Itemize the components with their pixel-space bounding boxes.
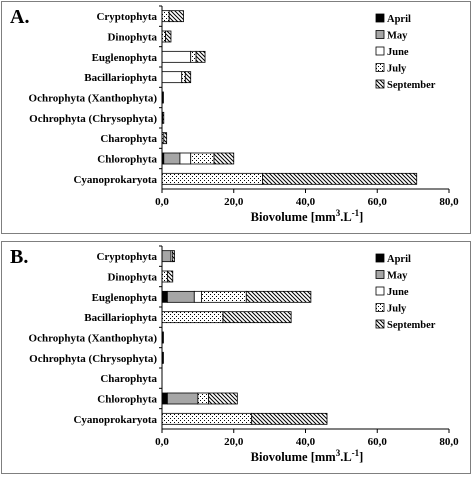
legend-label-april: April <box>387 254 411 265</box>
bar-chlorophyta-september <box>213 152 235 165</box>
legend-label-june: June <box>387 287 409 298</box>
category-label-chlorophyta: Chlorophyta <box>97 394 157 406</box>
legend-label-april: April <box>387 14 411 25</box>
bar-chlorophyta-june <box>179 152 192 165</box>
bar-cryptophyta-july <box>161 10 170 23</box>
category-label-ochrophyta-chrysophyta: Ochrophyta (Chrysophyta) <box>29 113 157 125</box>
legend-label-may: May <box>387 31 408 42</box>
category-label-chlorophyta: Chlorophyta <box>97 154 157 166</box>
x-tick-label: 40,0 <box>296 436 316 448</box>
chart-panel-a: A. Cryptophyta Dinophyta Euglenophyta Bacil… <box>1 1 471 234</box>
bar-cyanoprokaryota-july <box>161 412 253 425</box>
bar-chlorophyta-july <box>190 152 215 165</box>
bar-cyanoprokaryota-september <box>251 412 328 425</box>
bar-euglenophyta-september <box>195 50 206 63</box>
legend-label-june: June <box>387 47 409 58</box>
x-tick-label: 20,0 <box>224 196 244 208</box>
category-label-cyanoprokaryota: Cyanoprokaryota <box>73 174 157 186</box>
legend-label-july: July <box>387 64 407 75</box>
legend-swatch-september <box>375 79 385 89</box>
legend-swatch-june <box>375 286 385 296</box>
x-tick-label: 0,0 <box>155 436 169 448</box>
legend-label-september: September <box>387 320 436 331</box>
legend-label-may: May <box>387 271 408 282</box>
category-label-euglenophyta: Euglenophyta <box>92 292 158 304</box>
category-label-cyanoprokaryota: Cyanoprokaryota <box>73 414 157 426</box>
x-tick-label: 0,0 <box>155 196 169 208</box>
bar-bacillariophyta-september <box>184 71 192 84</box>
panel-letter: B. <box>10 246 29 268</box>
legend-swatch-july <box>375 63 385 72</box>
category-label-bacillariophyta: Bacillariophyta <box>84 72 157 84</box>
x-axis-title: Biovolume [mm3.L-1] <box>251 208 364 224</box>
category-label-ochrophyta-chrysophyta: Ochrophyta (Chrysophyta) <box>29 353 157 365</box>
bar-bacillariophyta-july <box>181 71 186 84</box>
category-label-bacillariophyta: Bacillariophyta <box>84 312 157 324</box>
bar-cyanoprokaryota-july <box>161 172 263 185</box>
chart-panel-b: B. Cryptophyta Dinophyta Euglenophyta Bacil… <box>1 241 471 474</box>
bar-chlorophyta-july <box>197 392 210 405</box>
bar-chlorophyta-may <box>166 392 199 405</box>
category-label-ochrophyta-xanthophyta: Ochrophyta (Xanthophyta) <box>29 93 158 105</box>
bar-chlorophyta-april <box>161 392 168 405</box>
bar-euglenophyta-june <box>161 50 192 63</box>
legend-swatch-april <box>375 13 385 23</box>
bar-euglenophyta-may <box>166 290 195 303</box>
bar-euglenophyta-september <box>245 290 312 303</box>
bar-cyanoprokaryota-september <box>262 172 418 185</box>
legend-swatch-june <box>375 46 385 56</box>
bar-euglenophyta-june <box>193 290 202 303</box>
x-axis-title: Biovolume [mm3.L-1] <box>251 448 364 464</box>
category-label-ochrophyta-xanthophyta: Ochrophyta (Xanthophyta) <box>29 333 158 345</box>
legend-swatch-may <box>375 30 385 39</box>
x-tick-label: 40,0 <box>296 196 316 208</box>
legend-swatch-april <box>375 253 385 263</box>
x-tick-label: 80,0 <box>439 436 459 448</box>
bar-cryptophyta-september <box>172 250 175 263</box>
bar-ochrophyta-chrysophyta-september <box>162 351 164 364</box>
chart-b: Cryptophyta Dinophyta Euglenophyta Bacillar… <box>29 245 459 464</box>
bar-dinophyta-september <box>166 270 174 283</box>
bar-dinophyta-september <box>165 30 172 43</box>
x-tick-label: 60,0 <box>368 196 388 208</box>
legend-swatch-may <box>375 270 385 279</box>
bar-chlorophyta-may <box>163 152 181 165</box>
bar-ochrophyta-xanthophyta-september <box>162 91 164 104</box>
category-label-charophyta: Charophyta <box>100 373 157 385</box>
category-label-cryptophyta: Cryptophyta <box>96 11 157 23</box>
bar-euglenophyta-july <box>201 290 247 303</box>
category-label-dinophyta: Dinophyta <box>107 272 157 284</box>
x-tick-label: 60,0 <box>368 436 388 448</box>
chart-a: Cryptophyta Dinophyta Euglenophyta Bacillar… <box>29 5 459 224</box>
bar-bacillariophyta-september <box>222 311 292 324</box>
x-tick-label: 80,0 <box>439 196 459 208</box>
panel-letter: A. <box>10 6 30 28</box>
bar-euglenophyta-july <box>190 50 197 63</box>
legend-swatch-september <box>375 319 385 329</box>
bar-dinophyta-july <box>161 270 168 283</box>
bar-bacillariophyta-july <box>161 311 224 324</box>
bar-dinophyta-july <box>161 30 166 43</box>
category-label-cryptophyta: Cryptophyta <box>96 251 157 263</box>
legend-swatch-july <box>375 303 385 312</box>
category-label-charophyta: Charophyta <box>100 133 157 145</box>
legend-label-july: July <box>387 304 407 315</box>
bar-ochrophyta-xanthophyta-september <box>162 331 164 344</box>
bar-cryptophyta-may <box>161 250 172 263</box>
bar-euglenophyta-april <box>161 290 168 303</box>
x-tick-label: 20,0 <box>224 436 244 448</box>
legend-label-september: September <box>387 80 436 91</box>
bar-bacillariophyta-june <box>161 71 183 84</box>
bar-chlorophyta-september <box>208 392 238 405</box>
bar-cryptophyta-september <box>168 10 184 23</box>
category-label-euglenophyta: Euglenophyta <box>92 52 158 64</box>
bar-charophyta-september <box>163 132 168 145</box>
category-label-dinophyta: Dinophyta <box>107 32 157 44</box>
bar-ochrophyta-chrysophyta-september <box>162 111 165 124</box>
